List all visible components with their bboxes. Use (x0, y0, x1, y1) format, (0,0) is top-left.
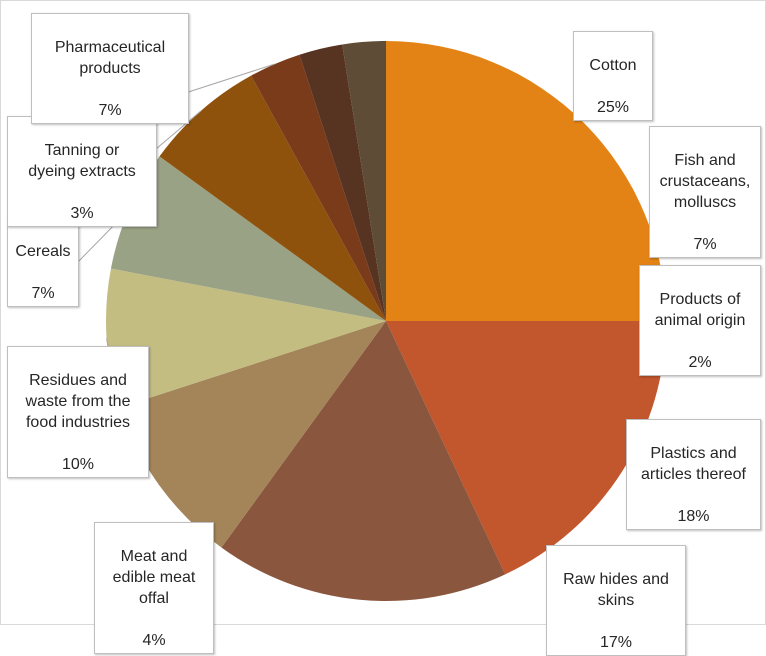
label-meat-name: Meat and edible meat offal (112, 548, 196, 607)
label-tanning-name: Tanning or dyeing extracts (28, 142, 136, 180)
label-cotton-name: Cotton (589, 57, 637, 74)
label-pharmaceutical-pct: 7% (98, 102, 122, 119)
label-plastics-pct: 18% (677, 508, 710, 525)
pie-slice-tanning-or-dyeing-extracts (159, 75, 386, 322)
pie-slice-cereals (110, 156, 387, 321)
pie-slice-raw-hides-and-skins (221, 321, 506, 601)
label-plastics-name: Plastics and articles thereof (641, 445, 746, 483)
label-fish-pct: 7% (693, 236, 717, 253)
pie-slice-plastics-and-articles-thereof (386, 321, 666, 575)
pie-slice-meat-and-edible-meat-offal (119, 321, 387, 548)
label-residues-pct: 10% (61, 456, 95, 473)
label-residues: Residues and waste from the food industr… (7, 346, 149, 478)
label-raw-hides: Raw hides and skins 17% (546, 545, 686, 656)
label-plastics: Plastics and articles thereof 18% (626, 419, 761, 530)
label-cotton-pct: 25% (596, 99, 630, 116)
label-cotton: Cotton 25% (573, 31, 653, 121)
label-animal-origin: Products of animal origin 2% (639, 265, 761, 376)
leader-line (155, 110, 202, 150)
label-tanning-pct: 3% (70, 205, 94, 222)
pie-chart (75, 41, 666, 601)
label-raw-hides-pct: 17% (599, 634, 633, 651)
label-animal-origin-pct: 2% (688, 354, 712, 371)
label-meat-pct: 4% (142, 632, 166, 649)
label-tanning: Tanning or dyeing extracts 3% (7, 116, 157, 227)
pie-slice-cotton (386, 41, 666, 321)
label-fish-name: Fish and crustaceans, molluscs (659, 152, 751, 211)
pie-slice-products-of-animal-origin (342, 41, 386, 321)
label-cereals-pct: 7% (31, 285, 55, 302)
pie-slice-residues-and-waste-from-the-food-industries (106, 268, 386, 408)
pie-slice-pharmaceutical-products (251, 54, 386, 322)
label-residues-name: Residues and waste from the food industr… (25, 372, 131, 431)
label-cereals-name: Cereals (15, 243, 71, 260)
label-cereals: Cereals 7% (7, 217, 79, 307)
label-pharmaceutical: Pharmaceutical products 7% (31, 13, 189, 124)
label-fish: Fish and crustaceans, molluscs 7% (649, 126, 761, 258)
label-meat: Meat and edible meat offal 4% (94, 522, 214, 654)
label-pharmaceutical-name: Pharmaceutical products (54, 39, 166, 77)
pie-slice-fish-and-crustaceans-molluscs (299, 44, 386, 321)
leader-line (175, 63, 275, 97)
label-animal-origin-name: Products of animal origin (654, 291, 746, 329)
label-raw-hides-name: Raw hides and skins (563, 571, 669, 609)
